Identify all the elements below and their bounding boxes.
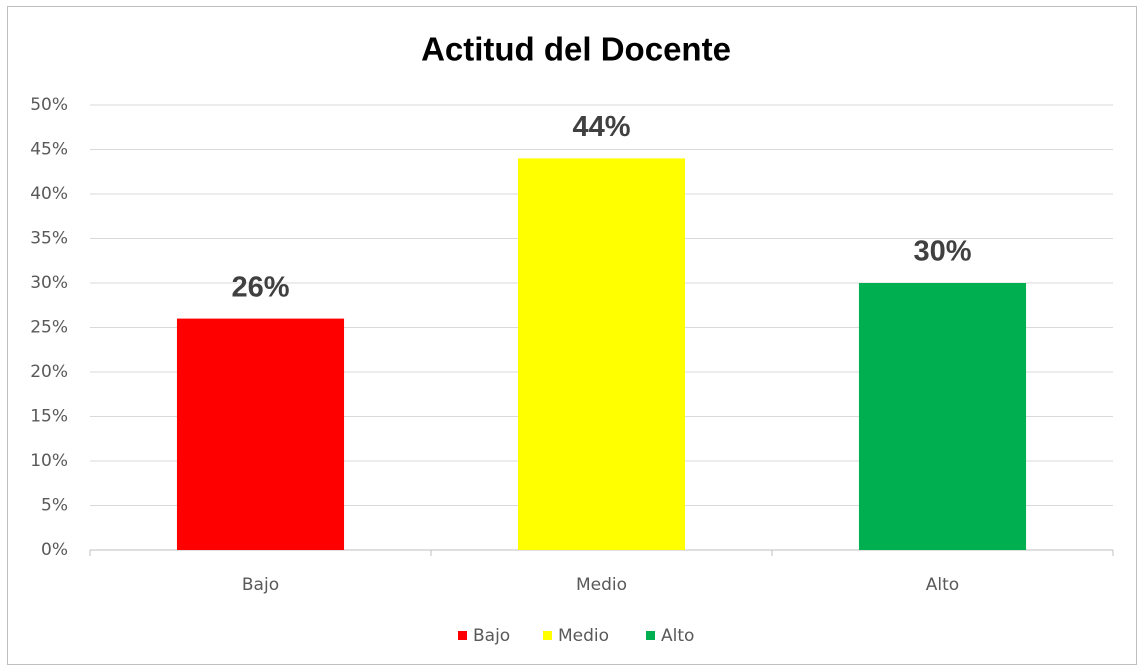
y-tick-label: 20% — [30, 362, 68, 382]
chart-title: Actitud del Docente — [421, 31, 731, 68]
y-tick-label: 50% — [30, 95, 68, 115]
bar — [176, 318, 345, 550]
y-tick-label: 25% — [30, 318, 68, 338]
data-label: 30% — [913, 236, 971, 268]
y-tick-label: 5% — [41, 496, 68, 516]
y-tick-label: 0% — [41, 540, 68, 560]
legend-label: Medio — [558, 626, 609, 646]
data-label: 44% — [572, 111, 630, 143]
y-tick-label: 10% — [30, 451, 68, 471]
legend-swatch — [458, 631, 467, 640]
legend-swatch — [646, 631, 655, 640]
x-tick-label: Alto — [926, 575, 959, 595]
x-tick-label: Medio — [576, 575, 627, 595]
y-tick-label: 30% — [30, 273, 68, 293]
y-tick-label: 15% — [30, 407, 68, 427]
legend-label: Alto — [661, 626, 694, 646]
data-label: 26% — [231, 271, 289, 303]
x-tick-label: Bajo — [242, 575, 279, 595]
y-tick-label: 45% — [30, 140, 68, 160]
legend-label: Bajo — [473, 626, 510, 646]
bar — [517, 158, 686, 550]
y-tick-label: 40% — [30, 184, 68, 204]
legend-swatch — [543, 631, 552, 640]
y-tick-label: 35% — [30, 229, 68, 249]
bar — [858, 283, 1027, 550]
